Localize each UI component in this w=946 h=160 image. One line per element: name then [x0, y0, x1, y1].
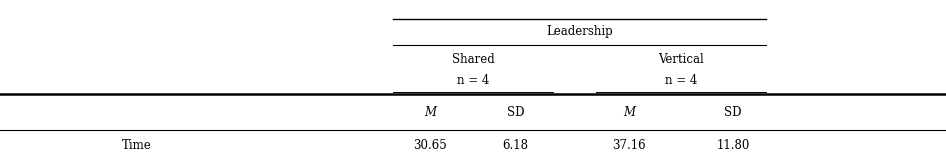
Text: 30.65: 30.65	[413, 139, 447, 152]
Text: Vertical: Vertical	[658, 53, 704, 66]
Text: 6.18: 6.18	[502, 139, 529, 152]
Text: Shared: Shared	[451, 53, 495, 66]
Text: 37.16: 37.16	[612, 139, 646, 152]
Text: n = 4: n = 4	[665, 73, 697, 87]
Text: n = 4: n = 4	[457, 73, 489, 87]
Text: 11.80: 11.80	[716, 139, 750, 152]
Text: Time: Time	[122, 139, 152, 152]
Text: M: M	[623, 105, 635, 119]
Text: Leadership: Leadership	[546, 25, 613, 39]
Text: SD: SD	[725, 105, 742, 119]
Text: SD: SD	[507, 105, 524, 119]
Text: M: M	[425, 105, 436, 119]
